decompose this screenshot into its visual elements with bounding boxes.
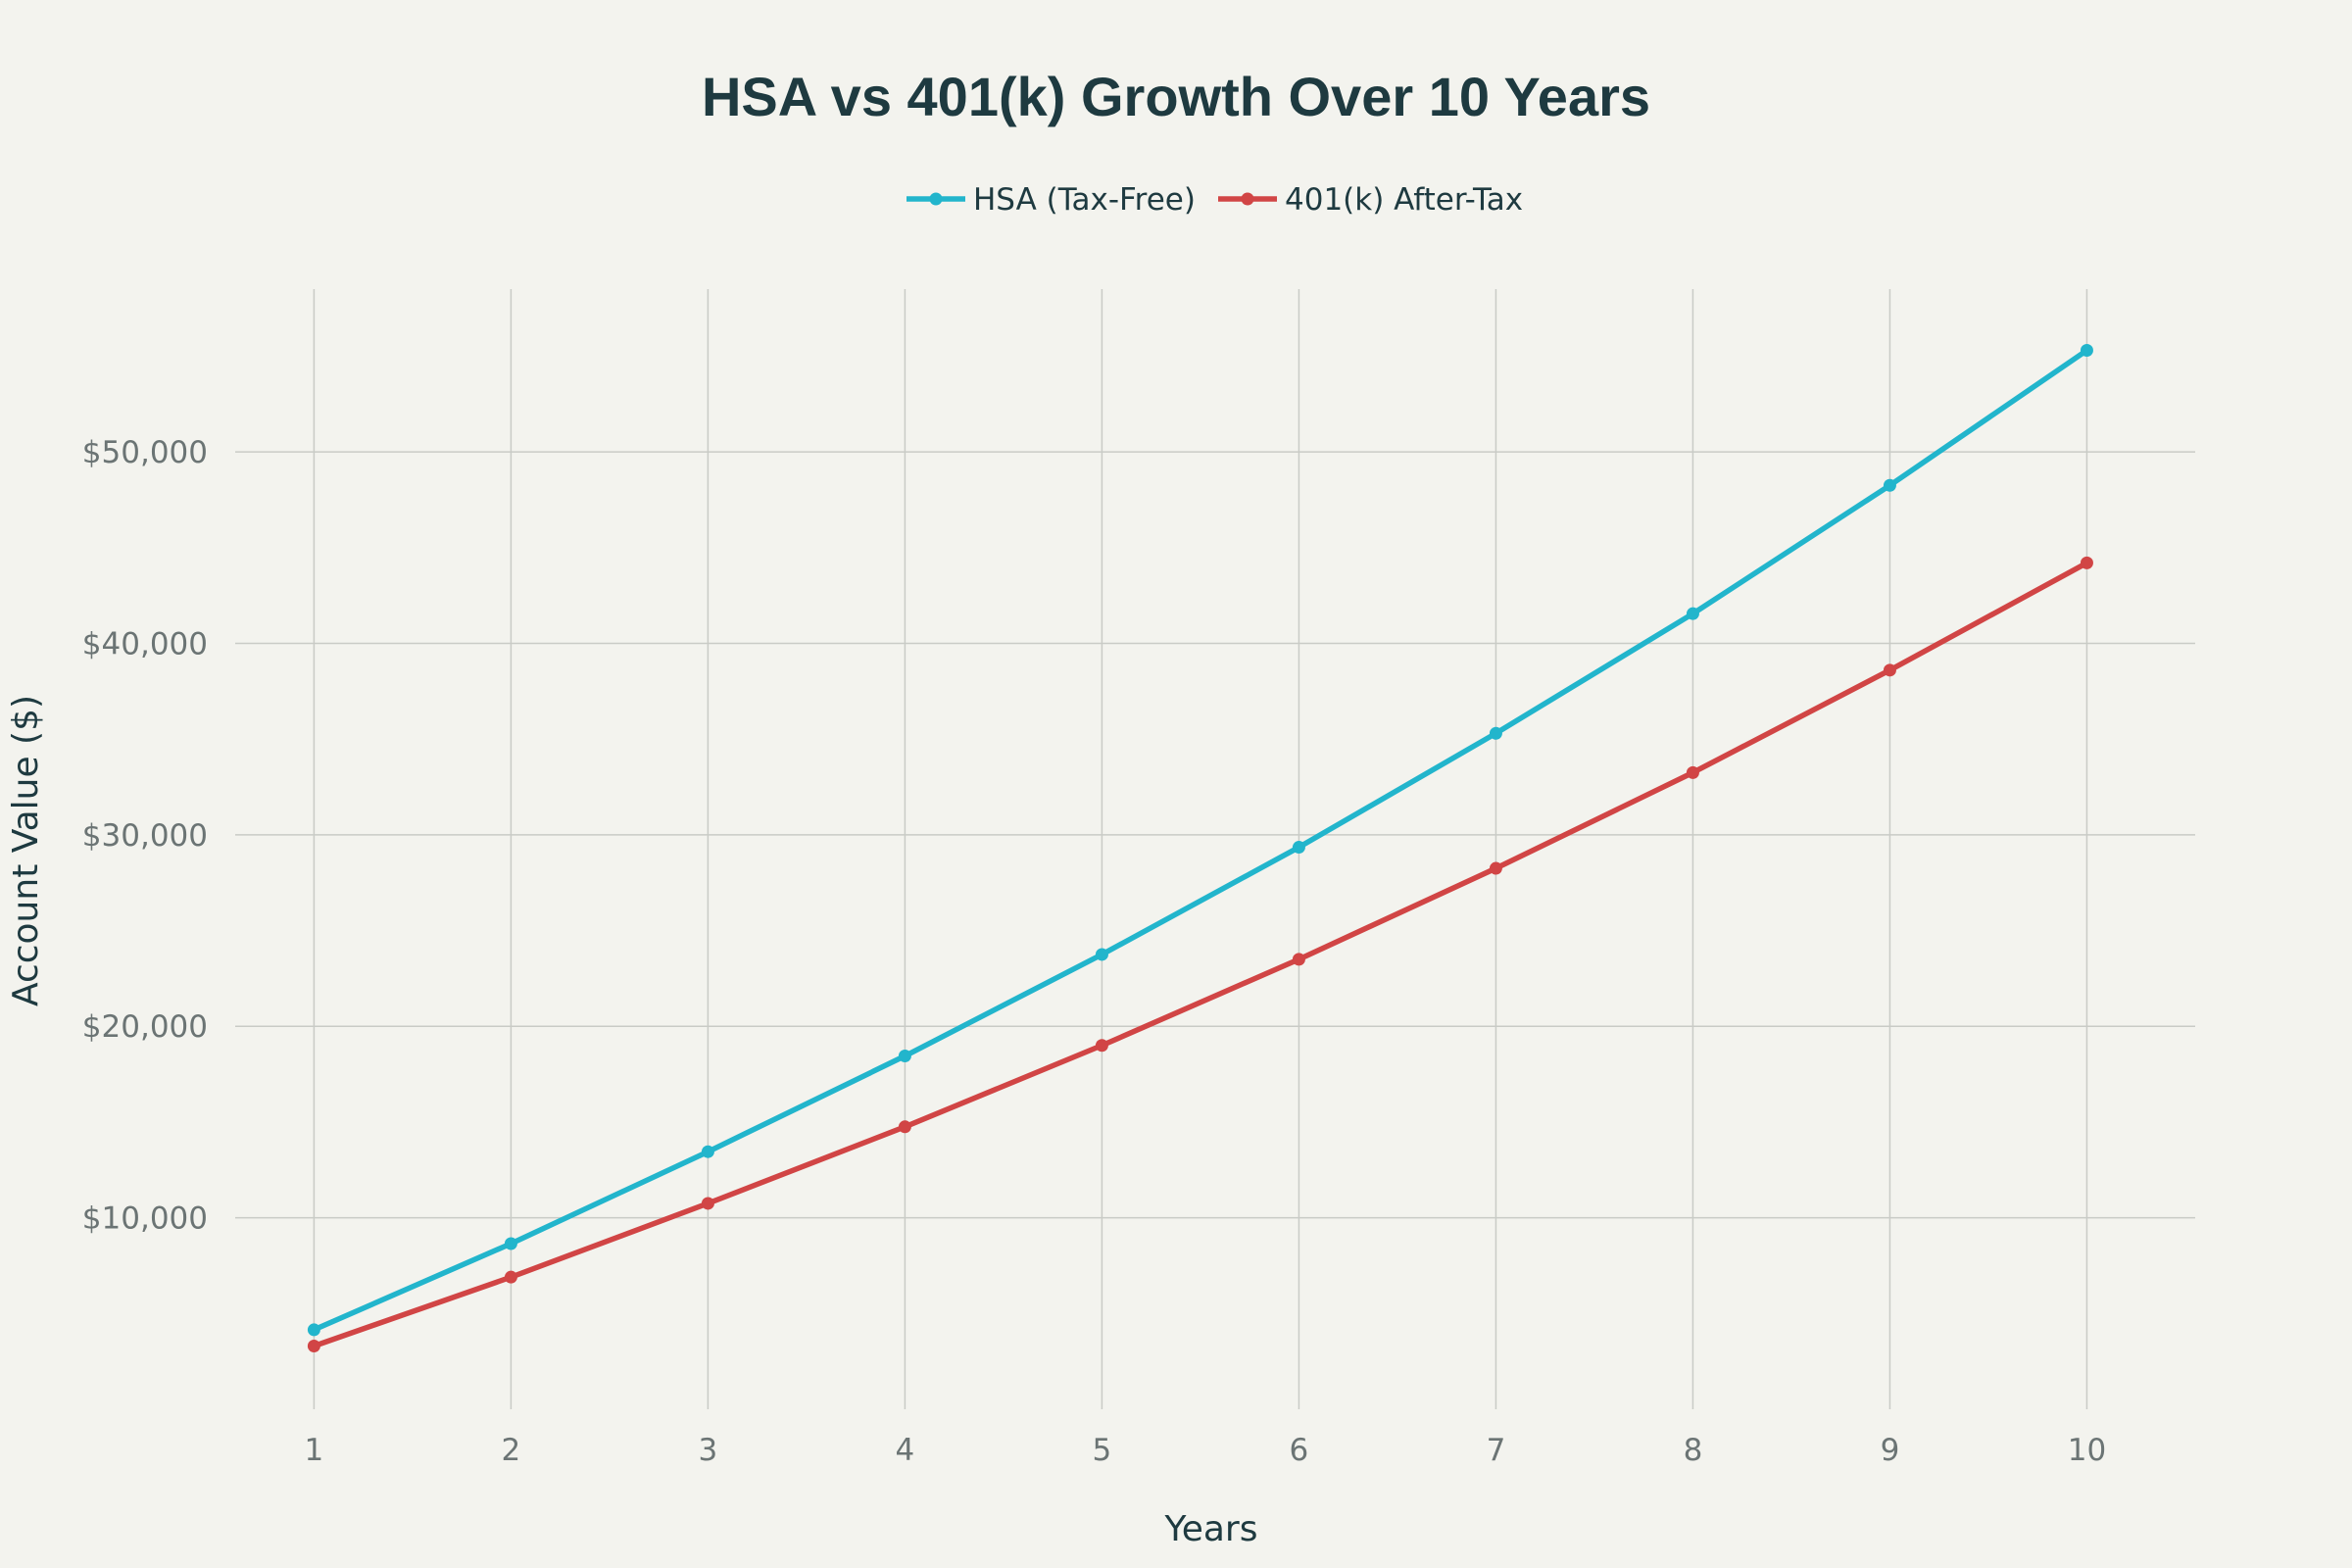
series-line	[311, 560, 2090, 1349]
y-axis-title: Account Value ($)	[6, 695, 46, 1006]
data-point[interactable]	[1095, 1039, 1108, 1053]
data-point[interactable]	[1883, 663, 1896, 677]
x-tick-label: 3	[699, 1433, 718, 1468]
legend-swatch-marker	[1241, 192, 1254, 206]
series-401k	[307, 556, 2093, 1353]
data-point[interactable]	[504, 1237, 517, 1250]
y-tick-label: $50,000	[82, 435, 208, 470]
legend-label: HSA (Tax-Free)	[973, 182, 1196, 218]
legend-label: 401(k) After-Tax	[1285, 182, 1523, 218]
legend-item[interactable]: HSA (Tax-Free)	[906, 182, 1196, 218]
data-point[interactable]	[701, 1197, 714, 1210]
x-tick-label: 6	[1290, 1433, 1309, 1468]
legend-item[interactable]: 401(k) After-Tax	[1218, 182, 1523, 218]
x-tick-label: 10	[2068, 1433, 2106, 1468]
data-point[interactable]	[504, 1270, 517, 1284]
x-tick-label: 2	[502, 1433, 521, 1468]
data-point[interactable]	[1292, 953, 1305, 966]
series-hsa	[307, 344, 2093, 1337]
chart-title: HSA vs 401(k) Growth Over 10 Years	[702, 66, 1650, 127]
y-tick-label: $10,000	[82, 1201, 208, 1237]
x-axis-ticks: 1 2 3 4 5 6 7 8 9 10	[305, 1433, 2107, 1468]
data-point[interactable]	[701, 1145, 714, 1158]
data-point[interactable]	[1292, 841, 1305, 855]
data-point[interactable]	[2080, 556, 2093, 569]
series-line	[311, 347, 2090, 1333]
data-point[interactable]	[307, 1340, 320, 1353]
y-tick-label: $30,000	[82, 818, 208, 854]
x-tick-label: 7	[1487, 1433, 1506, 1468]
x-tick-label: 5	[1093, 1433, 1112, 1468]
x-tick-label: 8	[1684, 1433, 1703, 1468]
y-axis-ticks: $10,000 $20,000 $30,000 $40,000 $50,000	[82, 435, 208, 1237]
legend[interactable]: HSA (Tax-Free) 401(k) After-Tax	[906, 182, 1523, 218]
data-point[interactable]	[307, 1323, 320, 1337]
data-point[interactable]	[2080, 344, 2093, 358]
data-point[interactable]	[898, 1050, 911, 1063]
data-point[interactable]	[898, 1120, 911, 1134]
data-point[interactable]	[1489, 726, 1502, 740]
x-tick-label: 4	[896, 1433, 915, 1468]
y-tick-label: $20,000	[82, 1009, 208, 1045]
x-tick-label: 1	[305, 1433, 324, 1468]
data-point[interactable]	[1489, 861, 1502, 875]
grid	[235, 289, 2195, 1409]
data-point[interactable]	[1095, 948, 1108, 961]
y-tick-label: $40,000	[82, 626, 208, 662]
legend-swatch-marker	[929, 192, 943, 206]
data-point[interactable]	[1686, 607, 1699, 620]
x-tick-label: 9	[1881, 1433, 1900, 1468]
x-axis-title: Years	[1164, 1509, 1258, 1549]
data-point[interactable]	[1686, 765, 1699, 779]
series-layer	[307, 344, 2093, 1353]
data-point[interactable]	[1883, 478, 1896, 492]
